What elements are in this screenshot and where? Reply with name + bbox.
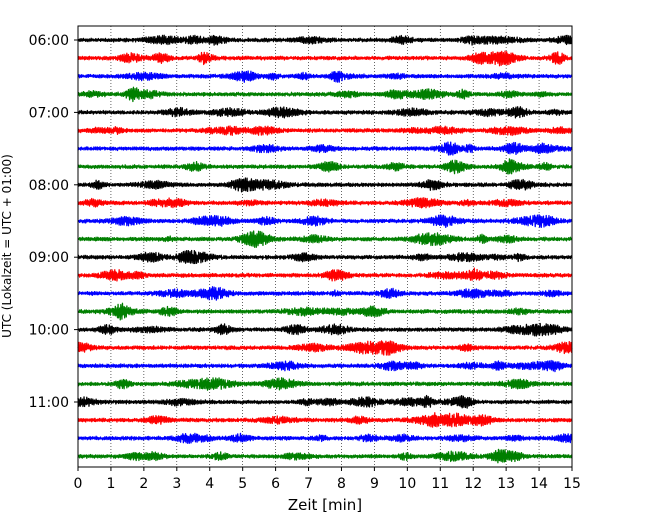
trace-0600 (77, 34, 573, 46)
trace-0915 (77, 267, 573, 282)
trace-0730 (77, 141, 573, 156)
trace-1145 (77, 448, 573, 464)
x-tick-label: 11 (431, 476, 449, 492)
x-tick-label: 9 (370, 476, 379, 492)
trace-1100 (77, 394, 573, 409)
y-tick-label: 10:00 (29, 323, 69, 339)
x-axis: 0 1 2 3 4 5 6 7 8 9 10 11 12 13 14 15 (74, 467, 581, 492)
x-tick-label: 5 (238, 476, 247, 492)
trace-1130 (77, 432, 573, 444)
trace-0830 (77, 214, 573, 229)
trace-1030 (77, 359, 573, 373)
y-tick-label: 07:00 (29, 105, 69, 121)
trace-1000 (77, 322, 573, 337)
y-axis-label: UTC (Lokalzeit = UTC + 01:00) (0, 154, 14, 338)
trace-0800 (77, 177, 573, 193)
y-tick-label: 09:00 (29, 250, 69, 266)
trace-1015 (77, 340, 573, 356)
trace-0945 (77, 302, 573, 321)
x-tick-label: 3 (172, 476, 181, 492)
trace-0715 (77, 125, 573, 137)
x-tick-label: 14 (530, 476, 548, 492)
x-tick-label: 10 (398, 476, 416, 492)
x-tick-label: 13 (497, 476, 515, 492)
x-tick-label: 2 (139, 476, 148, 492)
trace-0630 (77, 70, 573, 83)
y-tick-label: 08:00 (29, 178, 69, 194)
plot-frame (77, 25, 573, 468)
trace-1115 (77, 412, 573, 428)
trace-0900 (77, 249, 573, 265)
x-tick-label: 6 (271, 476, 280, 492)
trace-0930 (77, 286, 573, 301)
trace-0845 (77, 230, 573, 248)
x-tick-label: 12 (464, 476, 482, 492)
trace-0700 (77, 106, 573, 119)
seismic-traces (77, 34, 573, 464)
x-tick-label: 8 (337, 476, 346, 492)
x-tick-label: 15 (563, 476, 581, 492)
y-axis: 06:00 07:00 08:00 09:00 10:00 11:00 (29, 33, 78, 411)
trace-0745 (77, 158, 573, 175)
x-tick-label: 7 (304, 476, 313, 492)
x-tick-label: 1 (106, 476, 115, 492)
y-tick-label: 11:00 (29, 395, 69, 411)
x-tick-label: 4 (205, 476, 214, 492)
y-tick-label: 06:00 (29, 33, 69, 49)
trace-0645 (77, 86, 573, 103)
trace-0815 (77, 197, 573, 209)
x-axis-label: Zeit [min] (288, 496, 362, 514)
trace-0615 (77, 50, 573, 67)
x-tick-label: 0 (74, 476, 83, 492)
trace-1045 (77, 377, 573, 391)
